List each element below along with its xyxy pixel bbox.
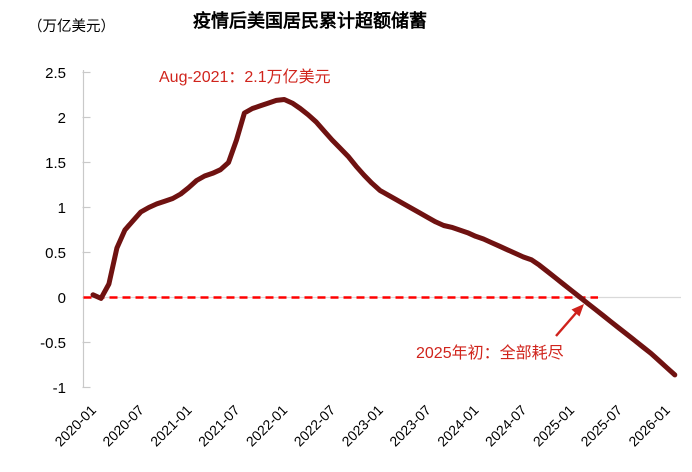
peak-annotation: Aug-2021：2.1万亿美元 (159, 69, 331, 86)
x-tick-label: 2023-01 (338, 402, 386, 450)
x-tick-label: 2021-07 (195, 402, 243, 450)
x-tick-label: 2024-01 (434, 402, 482, 450)
y-tick-label: 1 (58, 200, 66, 217)
x-tick-label: 2020-01 (51, 402, 99, 450)
x-tick-label: 2021-01 (147, 402, 195, 450)
x-tick-label: 2023-07 (386, 402, 434, 450)
y-tick-label: 2 (58, 110, 66, 127)
x-tick-label: 2025-07 (577, 402, 625, 450)
x-tick-label: 2022-07 (291, 402, 339, 450)
y-tick-label: 0.5 (45, 245, 66, 262)
x-tick-label: 2026-01 (625, 402, 673, 450)
series-line (90, 97, 678, 378)
x-tick-label: 2022-01 (243, 402, 291, 450)
chart-title: 疫情后美国居民累计超额储蓄 (193, 11, 427, 31)
depleted-annotation: 2025年初：全部耗尽 (416, 345, 564, 362)
depleted-arrow-icon (555, 304, 584, 337)
y-tick-label: 1.5 (45, 155, 66, 172)
x-tick-label: 2024-07 (482, 402, 530, 450)
y-axis-unit-label: （万亿美元） (28, 19, 115, 35)
y-tick-label: -1 (53, 380, 66, 397)
y-tick-label: 0 (58, 290, 66, 307)
x-tick-label: 2025-01 (530, 402, 578, 450)
y-tick-label: 2.5 (45, 65, 66, 82)
y-tick-label: -0.5 (40, 335, 66, 352)
x-tick-label: 2020-07 (99, 402, 147, 450)
